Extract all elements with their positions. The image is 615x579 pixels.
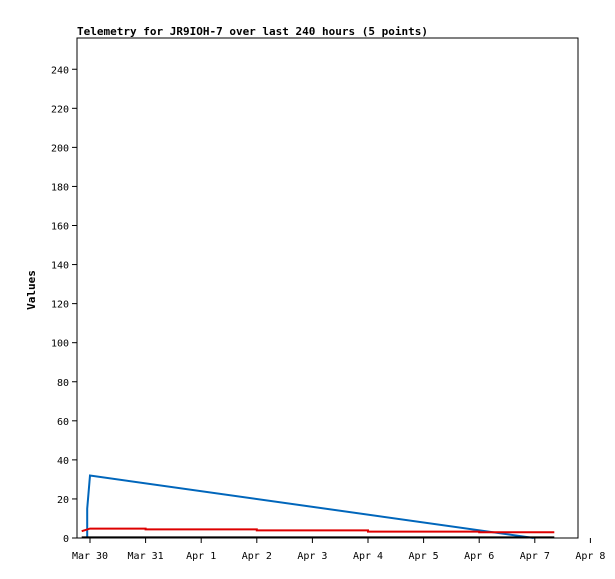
- x-axis: Mar 30 Mar 31 Apr 1 Apr 2 Apr 3 Apr 4 Apr 5 Apr…: [72, 538, 606, 562]
- x-tick-label: Apr 7: [520, 551, 550, 562]
- y-tick-label: 200: [51, 143, 69, 154]
- chart-title: Telemetry for JR9IOH-7 over last 240 hou…: [77, 25, 428, 38]
- x-tick-label: Apr 5: [409, 551, 439, 562]
- y-tick-label: 40: [57, 456, 69, 467]
- y-tick-label: 140: [51, 261, 69, 272]
- y-axis: 0 20 40 60 80 100 120 140 160 180 200 220 240: [51, 65, 77, 545]
- y-tick-label: 120: [51, 300, 69, 311]
- plot-area: [77, 38, 578, 538]
- x-tick-label: Mar 30: [72, 551, 108, 562]
- y-tick-label: 180: [51, 182, 69, 193]
- series-layer: [82, 476, 555, 539]
- x-tick-label: Apr 3: [297, 551, 327, 562]
- x-tick-label: Apr 1: [186, 551, 216, 562]
- y-tick-label: 220: [51, 104, 69, 115]
- x-tick-label: Apr 4: [353, 551, 383, 562]
- y-axis-label: Values: [25, 270, 38, 310]
- x-tick-label: Apr 6: [464, 551, 494, 562]
- x-tick-label: Apr 8: [575, 551, 605, 562]
- y-tick-label: 0: [63, 534, 69, 545]
- y-tick-label: 160: [51, 222, 69, 233]
- x-tick-label: Mar 31: [128, 551, 164, 562]
- y-tick-label: 100: [51, 339, 69, 350]
- y-tick-label: 20: [57, 495, 69, 506]
- y-tick-label: 240: [51, 65, 69, 76]
- y-tick-label: 80: [57, 378, 69, 389]
- y-tick-label: 60: [57, 417, 69, 428]
- x-tick-label: Apr 2: [242, 551, 272, 562]
